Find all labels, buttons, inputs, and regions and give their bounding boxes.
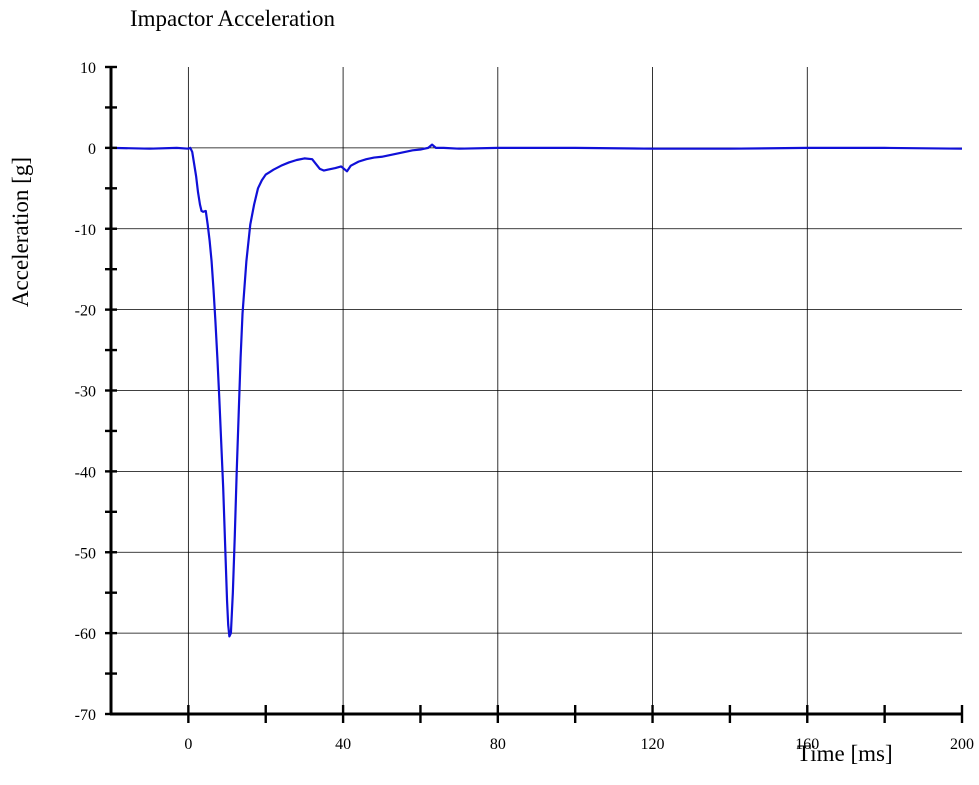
x-tick-label: 120	[641, 736, 665, 753]
y-tick-label: -10	[75, 222, 96, 239]
y-tick-label: -70	[75, 707, 96, 724]
x-tick-label: 80	[490, 736, 506, 753]
chart-title: Impactor Acceleration	[130, 6, 335, 31]
y-tick-label: 10	[80, 60, 96, 77]
y-tick-label: -30	[75, 384, 96, 401]
x-axis-label: Time [ms]	[797, 741, 893, 766]
y-tick-label: -60	[75, 626, 96, 643]
series-line	[110, 143, 963, 638]
y-tick-label: 0	[88, 141, 96, 158]
x-tick-label: 160	[795, 736, 819, 753]
y-tick-label: -20	[75, 303, 96, 320]
x-tick-label: 40	[335, 736, 351, 753]
y-tick-label: -50	[75, 545, 96, 562]
x-tick-label: 0	[184, 736, 192, 753]
y-tick-label: -40	[75, 464, 96, 481]
x-tick-label: 200	[950, 736, 974, 753]
